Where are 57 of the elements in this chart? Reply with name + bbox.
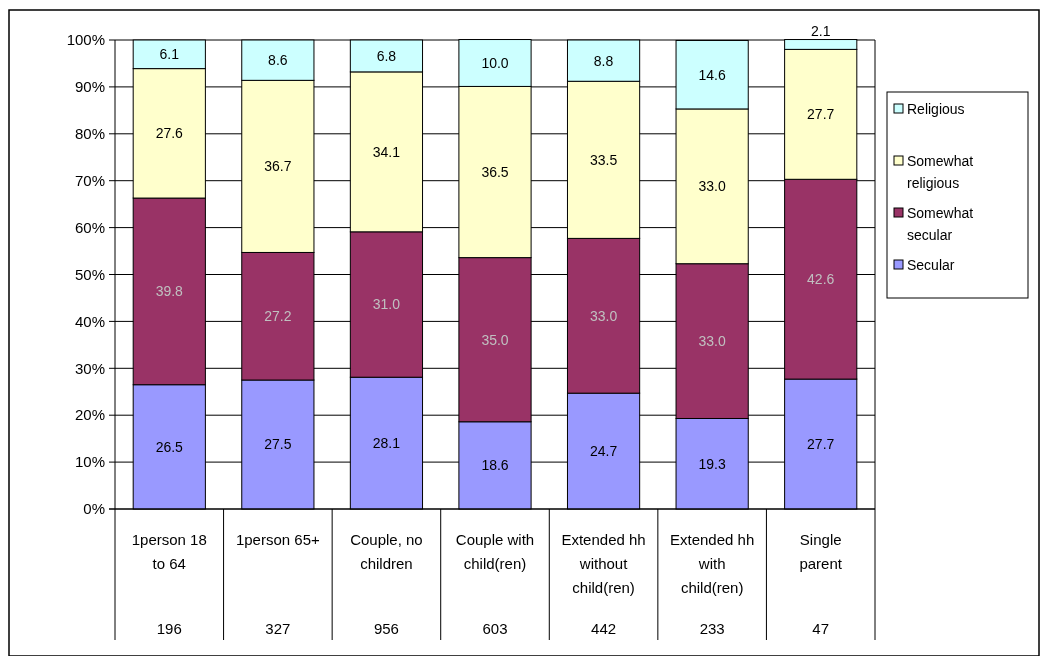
- y-tick-label: 20%: [74, 406, 105, 424]
- y-tick-label: 40%: [74, 312, 105, 330]
- data-label: 14.6: [698, 66, 726, 83]
- y-tick-label: 100%: [66, 31, 105, 49]
- x-tick-label: Single parent: [799, 531, 843, 572]
- text: 47: [812, 620, 830, 637]
- x-tick-label: Extended hh without child(ren): [561, 531, 646, 596]
- data-label: 35.0: [481, 331, 509, 348]
- data-label: 39.8: [155, 283, 184, 300]
- data-label: 28.1: [372, 435, 401, 452]
- x-tick-label: 1person 18 to 64: [131, 531, 207, 572]
- data-label: 27.7: [807, 435, 835, 452]
- text: 233: [699, 620, 725, 637]
- data-label: 24.7: [589, 442, 618, 459]
- legend-label: Somewhat religious: [907, 152, 974, 191]
- data-label: 6.8: [376, 47, 397, 64]
- data-label: 27.6: [155, 125, 184, 142]
- data-label: 27.2: [264, 308, 292, 325]
- data-label: 36.7: [264, 158, 292, 175]
- data-label: 19.3: [698, 455, 726, 472]
- data-label: 31.0: [372, 296, 401, 313]
- text: 327: [265, 620, 291, 637]
- y-tick-label: 10%: [74, 453, 105, 471]
- text: 956: [373, 620, 399, 637]
- data-label: 8.6: [268, 52, 288, 69]
- data-label: 2.1: [810, 22, 831, 39]
- y-tick-label: 0%: [83, 500, 105, 518]
- data-label: 33.0: [589, 307, 618, 324]
- text: 603: [482, 620, 508, 637]
- legend-label: Somewhat secular: [907, 204, 974, 243]
- legend-label: Religious: [907, 100, 965, 117]
- data-label: 6.1: [159, 46, 180, 63]
- data-label: 33.0: [698, 333, 726, 349]
- data-label: 26.5: [155, 438, 184, 455]
- data-label: 27.7: [807, 106, 835, 123]
- data-label: 18.6: [481, 457, 509, 474]
- y-tick-label: 60%: [74, 218, 105, 236]
- y-tick-label: 50%: [74, 265, 105, 283]
- legend-label: Secular: [907, 256, 955, 273]
- text: 196: [156, 620, 182, 637]
- data-label: 34.1: [372, 143, 401, 160]
- y-tick-label: 90%: [74, 78, 105, 96]
- y-tick-label: 80%: [74, 125, 105, 143]
- x-tick-label: Couple, no children: [350, 531, 423, 572]
- data-label: 27.5: [264, 436, 292, 453]
- data-label: 33.0: [698, 178, 726, 195]
- data-label: 8.8: [593, 52, 614, 69]
- y-tick-label: 70%: [74, 171, 105, 189]
- data-label: 42.6: [807, 271, 835, 288]
- x-tick-label: Extended hh with child(ren): [670, 531, 755, 596]
- data-label: 10.0: [481, 54, 509, 71]
- text: 442: [591, 620, 617, 637]
- data-label: 36.5: [481, 163, 509, 180]
- x-tick-label: 1person 65+: [235, 531, 320, 548]
- y-tick-label: 30%: [74, 359, 105, 377]
- x-tick-label: Couple with child(ren): [455, 531, 535, 572]
- data-label: 33.5: [589, 151, 618, 168]
